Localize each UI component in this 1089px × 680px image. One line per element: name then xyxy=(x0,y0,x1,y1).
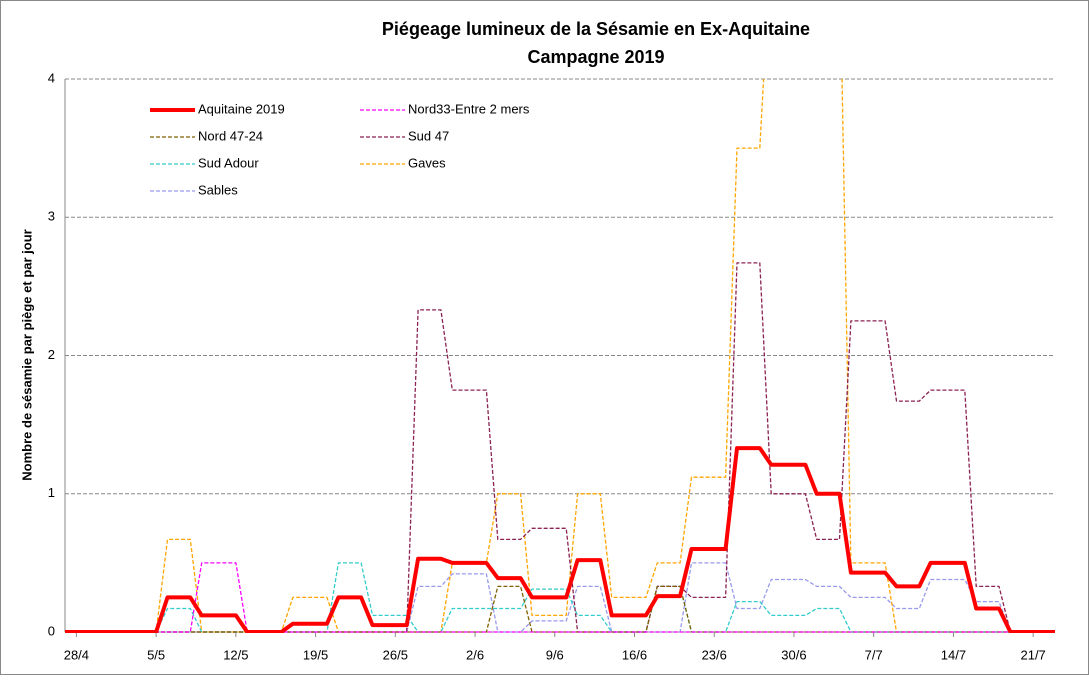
x-tick-label: 9/6 xyxy=(546,647,564,662)
x-tick-label: 26/5 xyxy=(383,647,408,662)
y-tick-label: 1 xyxy=(48,485,55,500)
x-tick-label: 14/7 xyxy=(941,647,966,662)
x-tick-label: 12/5 xyxy=(223,647,248,662)
y-axis-label: Nombre de sésamie par piège et par jour xyxy=(19,229,34,480)
x-tick-label: 7/7 xyxy=(865,647,883,662)
series-line xyxy=(65,79,1055,633)
x-tick-label: 28/4 xyxy=(64,647,89,662)
legend-label: Nord33-Entre 2 mers xyxy=(408,101,530,116)
chart-title: Piégeage lumineux de la Sésamie en Ex-Aq… xyxy=(382,19,810,39)
series-line xyxy=(65,446,1055,633)
legend-label: Sables xyxy=(198,182,238,197)
plot-area xyxy=(65,79,1055,633)
x-tick-label: 21/7 xyxy=(1020,647,1045,662)
y-tick-label: 3 xyxy=(48,209,55,224)
x-tick-label: 16/6 xyxy=(622,647,647,662)
x-tick-label: 23/6 xyxy=(702,647,727,662)
legend-label: Nord 47-24 xyxy=(198,128,263,143)
legend-label: Sud Adour xyxy=(198,155,259,170)
y-tick-label: 2 xyxy=(48,347,55,362)
legend-label: Gaves xyxy=(408,155,446,170)
x-tick-label: 30/6 xyxy=(781,647,806,662)
legend-label: Aquitaine 2019 xyxy=(198,101,285,116)
series-line xyxy=(65,562,1055,633)
x-tick-label: 19/5 xyxy=(303,647,328,662)
x-tick-label: 5/5 xyxy=(147,647,165,662)
legend-label: Sud 47 xyxy=(408,128,449,143)
chart-subtitle: Campagne 2019 xyxy=(527,47,664,67)
x-tick-label: 2/6 xyxy=(466,647,484,662)
y-tick-label: 0 xyxy=(48,623,55,638)
y-tick-label: 4 xyxy=(48,70,55,85)
